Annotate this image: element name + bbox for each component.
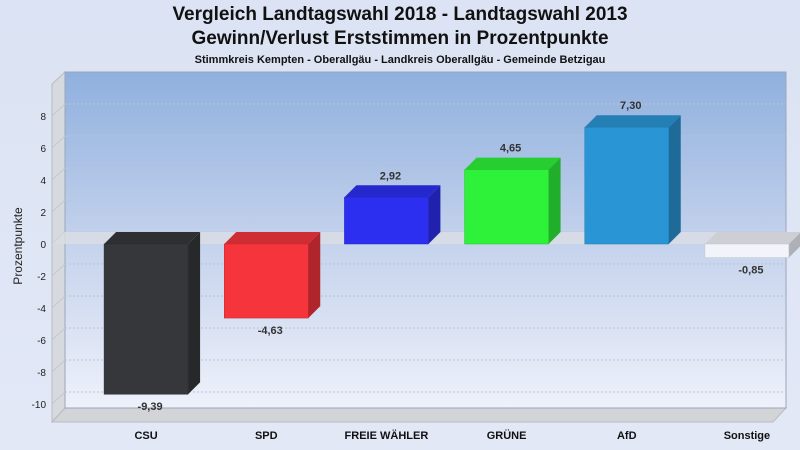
bar-top [344,185,441,198]
gridline-wall [51,359,66,373]
bar-front [224,243,309,319]
bar-csu [103,232,201,395]
bar-top [104,232,201,244]
bar-value-label: -0,85 [738,265,763,277]
bar-side [188,232,201,395]
bar-side [788,232,800,258]
y-tick-label: 0 [40,240,46,251]
y-tick-label: 6 [40,144,46,155]
bar-top [704,232,800,244]
bar-front [584,126,669,245]
gridline-wall [51,103,66,117]
gridline-wall [51,263,66,277]
bar-front [103,243,189,395]
bar-top [464,157,561,170]
bar-front [464,169,549,245]
gridline-wall [51,327,66,341]
bar-spd [224,232,321,319]
bar-side [668,115,681,244]
chart-caption: Stimmkreis Kempten - Oberallgäu - Landkr… [194,54,606,66]
gridline-wall [51,295,66,309]
x-tick-label: Sonstige [724,430,770,442]
bar-side [308,232,321,319]
bar-front [704,243,790,258]
y-tick-label: -4 [37,304,46,315]
bar-side [428,185,441,244]
bar-value-label: 4,65 [500,143,521,155]
y-tick-label: -8 [37,368,46,379]
bar-front [344,197,429,245]
plot-side-wall [51,70,66,424]
y-tick-label: -2 [37,272,46,283]
bar-afd [584,115,681,245]
bar-grüne [464,157,561,245]
x-tick-label: FREIE WÄHLER [345,429,429,442]
y-tick-label: 8 [40,112,46,123]
x-tick-label: AfD [617,430,637,442]
gridline-wall [51,135,66,149]
x-tick-label: GRÜNE [487,429,527,442]
chart-subtitle: Gewinn/Verlust Erststimmen in Prozentpun… [191,28,609,49]
bar-top [224,232,321,244]
y-axis-label: Prozentpunkte [11,207,25,285]
y-tick-label: 4 [40,176,46,187]
bar-side [548,157,561,244]
y-tick-label: 2 [40,208,46,219]
y-tick-label: -10 [32,400,47,411]
bar-sonstige [704,232,800,258]
bar-value-label: -9,39 [138,401,163,413]
bar-value-label: 7,30 [620,100,641,112]
y-tick-label: -6 [37,336,46,347]
gridline-wall [51,167,66,181]
gridline-wall [51,199,66,213]
bar-value-label: -4,63 [258,325,283,337]
bar-top [584,115,681,128]
chart-title: Vergleich Landtagswahl 2018 - Landtagswa… [172,4,628,25]
x-tick-label: CSU [134,430,157,442]
bar-value-label: 2,92 [380,170,401,182]
bar-freie-wähler [344,185,441,245]
gridline-wall [51,391,66,405]
x-tick-label: SPD [255,430,278,442]
